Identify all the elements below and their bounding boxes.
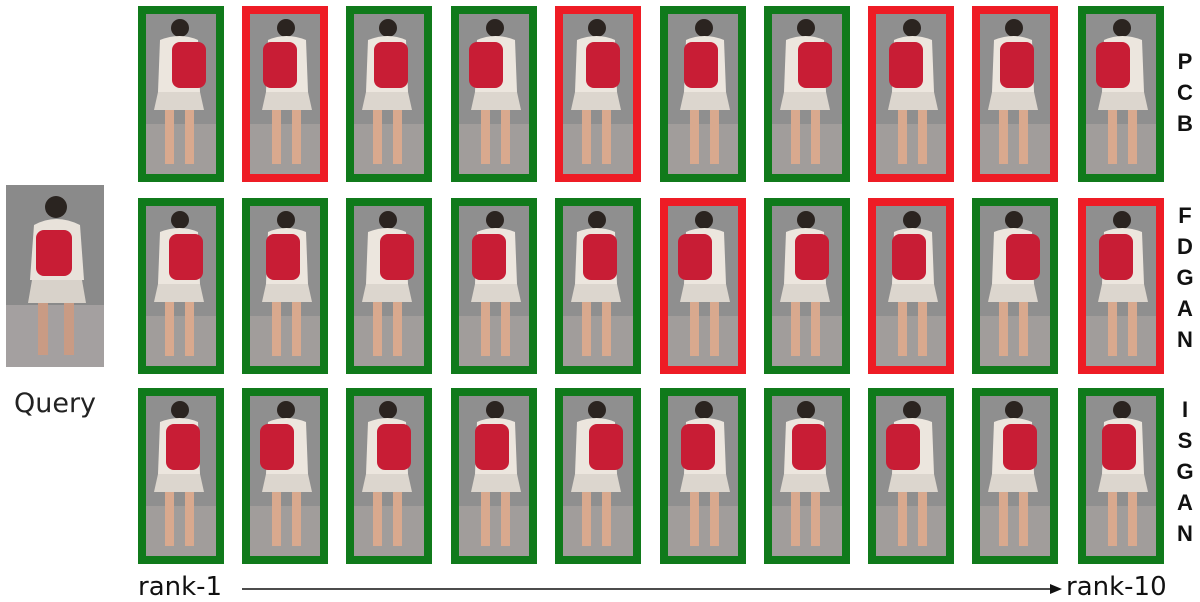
- rank-result-image: [451, 6, 537, 182]
- rank-result-image: [555, 6, 641, 182]
- rank-result-image: [764, 198, 850, 374]
- rank-result-image: [555, 198, 641, 374]
- rank-result-image: [1078, 198, 1164, 374]
- rank-result-image: [972, 388, 1058, 564]
- rank-result-image: [972, 6, 1058, 182]
- rank-result-image: [346, 388, 432, 564]
- rank-result-image: [451, 388, 537, 564]
- rank-result-image: [1078, 388, 1164, 564]
- method-letter: G: [1176, 265, 1194, 290]
- rank-result-image: [868, 198, 954, 374]
- method-letter: F: [1178, 203, 1192, 228]
- rank-result-image: [660, 6, 746, 182]
- method-letter: N: [1177, 521, 1193, 546]
- rank-result-image: [346, 198, 432, 374]
- rank-result-image: [242, 6, 328, 182]
- rank-result-image: [138, 198, 224, 374]
- method-letter: B: [1177, 111, 1193, 136]
- query-label: Query: [13, 388, 97, 419]
- rank-result-image: [1078, 6, 1164, 182]
- rank-result-image: [660, 388, 746, 564]
- rank-start-label: rank-1: [138, 572, 223, 602]
- rank-result-image: [242, 198, 328, 374]
- rank-result-image: [868, 388, 954, 564]
- method-letter: C: [1177, 80, 1193, 105]
- rank-result-image: [660, 198, 746, 374]
- rank-result-image: [346, 6, 432, 182]
- method-letter: S: [1177, 428, 1193, 453]
- rank-result-image: [242, 388, 328, 564]
- method-letter: D: [1177, 234, 1193, 259]
- method-letter: A: [1177, 490, 1193, 515]
- method-letter: I: [1181, 397, 1189, 422]
- method-letter: N: [1177, 327, 1193, 352]
- query-image: [6, 185, 104, 367]
- rank-result-image: [972, 198, 1058, 374]
- method-letter: P: [1177, 49, 1193, 74]
- rank-result-image: [764, 6, 850, 182]
- method-letter: A: [1177, 296, 1193, 321]
- method-letter: G: [1176, 459, 1194, 484]
- rank-arrow: [242, 584, 1062, 594]
- rank-result-image: [138, 388, 224, 564]
- rank-result-image: [451, 198, 537, 374]
- rank-result-image: [868, 6, 954, 182]
- rank-result-image: [555, 388, 641, 564]
- rank-result-image: [764, 388, 850, 564]
- rank-result-image: [138, 6, 224, 182]
- rank-end-label: rank-10: [1066, 572, 1167, 602]
